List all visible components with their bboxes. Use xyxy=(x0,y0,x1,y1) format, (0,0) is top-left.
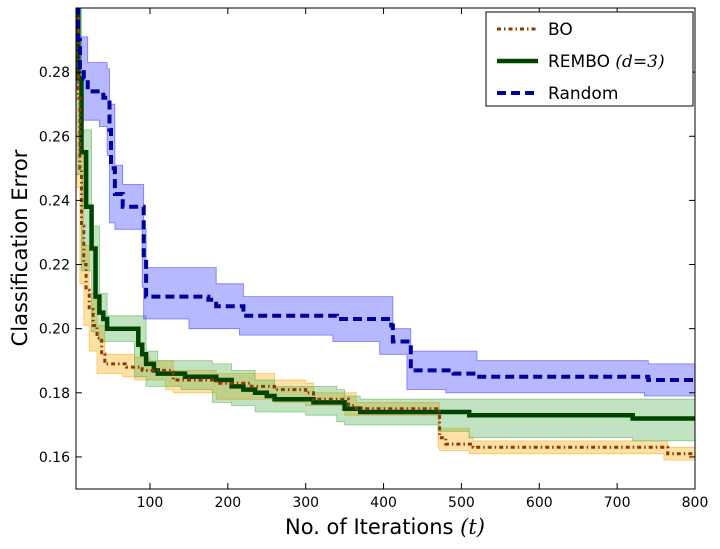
legend-label-rembo: REMBO (d=3) xyxy=(548,52,665,72)
y-tick-label-6: 0.28 xyxy=(39,65,70,81)
legend-label-bo: BO xyxy=(548,20,573,40)
bo-series-line xyxy=(76,8,695,456)
legend: BO REMBO (d=3) Random xyxy=(485,11,694,107)
rembo-series-line xyxy=(76,8,695,421)
y-axis-label: Classification Error xyxy=(8,149,32,346)
x-tick-label-200: 200 xyxy=(214,495,241,511)
y-tick-label-3: 0.22 xyxy=(39,258,70,274)
confidence-bands xyxy=(76,8,695,461)
x-tick-label-700: 700 xyxy=(604,495,631,511)
x-tick-label-300: 300 xyxy=(292,495,319,511)
y-tick-label-5: 0.26 xyxy=(39,129,70,145)
x-tick-label-600: 600 xyxy=(526,495,553,511)
series-lines xyxy=(76,8,695,456)
bo-confidence-band xyxy=(76,8,695,461)
axis-ticks xyxy=(76,8,696,489)
x-tick-label-800: 800 xyxy=(682,495,709,511)
x-tick-label-400: 400 xyxy=(370,495,397,511)
x-axis-label: No. of Iterations (t) xyxy=(285,515,485,539)
random-confidence-band xyxy=(76,8,695,397)
y-tick-label-1: 0.18 xyxy=(39,386,70,402)
x-tick-label-500: 500 xyxy=(448,495,475,511)
y-tick-label-4: 0.24 xyxy=(39,193,70,209)
rembo-confidence-band xyxy=(76,8,695,442)
x-tick-label-100: 100 xyxy=(137,495,164,511)
random-series-line xyxy=(76,8,695,382)
legend-label-random: Random xyxy=(548,84,618,104)
plot-frame xyxy=(75,7,696,490)
axis-tick-labels: 100 200 300 400 500 600 700 800 0.16 0.18 0.20 0.22… xyxy=(39,65,709,511)
y-tick-label-2: 0.20 xyxy=(39,322,70,338)
y-tick-label-0: 0.16 xyxy=(39,450,70,466)
